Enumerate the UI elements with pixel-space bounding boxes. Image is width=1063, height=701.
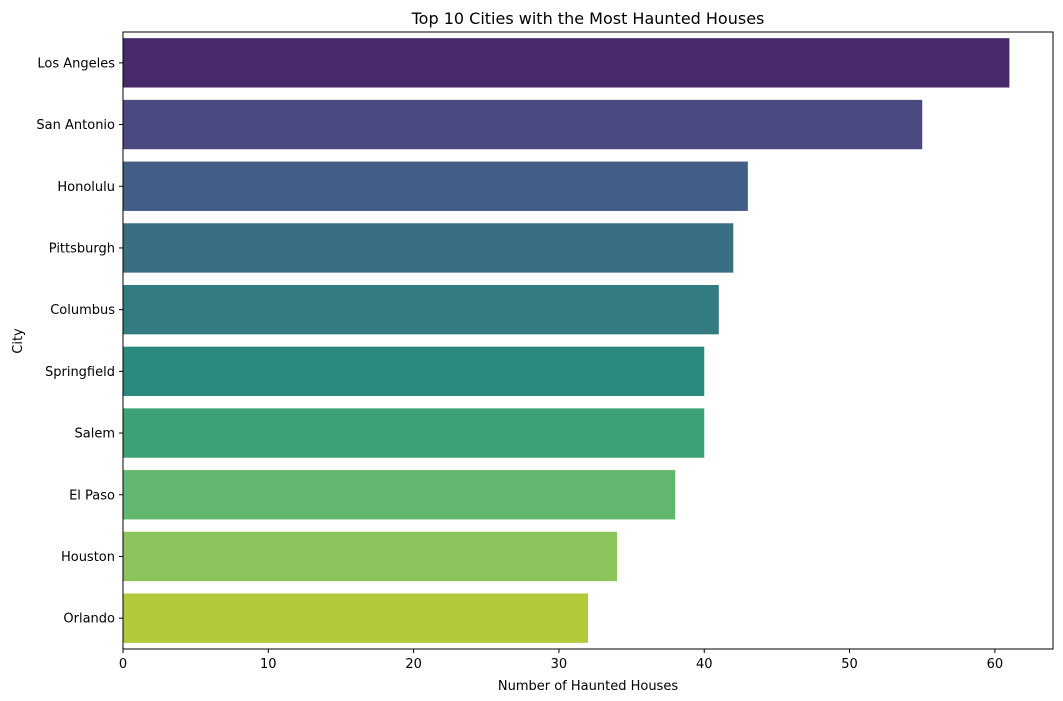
bar-honolulu — [123, 161, 748, 211]
y-tick-label: Springfield — [45, 365, 115, 380]
y-axis-ticks: Los Angeles San Antonio Honolulu Pittsburgh… — [36, 56, 123, 627]
x-tick-label: 0 — [119, 657, 127, 672]
bar-los-angeles — [123, 38, 1010, 88]
bar-el-paso — [123, 470, 676, 520]
y-tick-label: Orlando — [63, 612, 115, 627]
x-tick-label: 60 — [987, 657, 1004, 672]
y-tick-label: San Antonio — [36, 118, 115, 133]
bar-springfield — [123, 346, 705, 397]
plot-frame — [122, 31, 1054, 650]
bar-pittsburgh — [123, 223, 734, 273]
x-tick-label: 10 — [260, 657, 277, 672]
x-axis-ticks: 0 10 20 30 40 50 60 — [119, 649, 1003, 672]
x-tick-label: 20 — [405, 657, 422, 672]
y-tick-label: Salem — [75, 427, 116, 442]
y-tick-label: Houston — [61, 550, 115, 565]
y-axis-label: City — [11, 328, 26, 354]
bar-columbus — [123, 284, 719, 335]
x-tick-label: 30 — [551, 657, 568, 672]
y-tick-label: Honolulu — [57, 180, 115, 195]
x-axis-label: Number of Haunted Houses — [498, 679, 678, 694]
bar-salem — [123, 408, 705, 458]
bars-group — [123, 38, 1010, 643]
y-tick-label: Pittsburgh — [49, 241, 115, 256]
bar-houston — [123, 531, 618, 582]
chart-title: Top 10 Cities with the Most Haunted Hous… — [411, 9, 765, 28]
x-tick-label: 50 — [841, 657, 858, 672]
y-tick-label: El Paso — [69, 488, 115, 503]
x-tick-label: 40 — [696, 657, 713, 672]
y-tick-label: Los Angeles — [37, 56, 115, 71]
bar-san-antonio — [123, 99, 923, 150]
y-tick-label: Columbus — [50, 303, 115, 318]
bar-orlando — [123, 593, 588, 643]
